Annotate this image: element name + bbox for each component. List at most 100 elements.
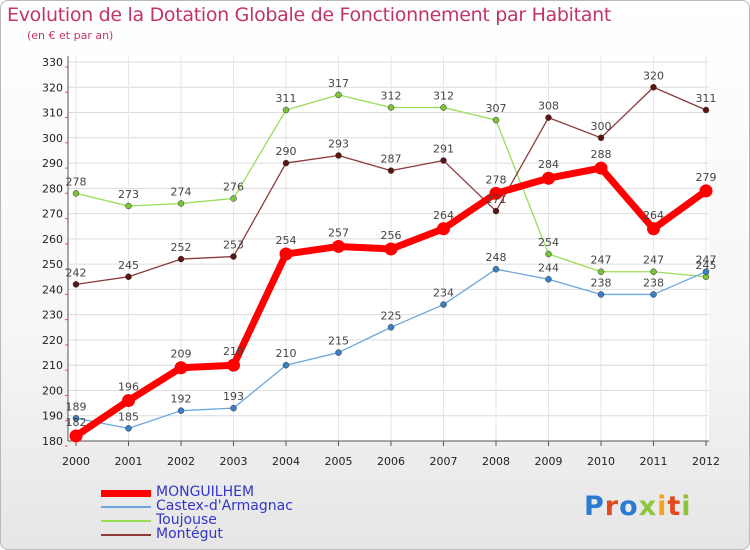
x-tick-label: 2006 xyxy=(377,455,405,468)
y-tick-label: 260 xyxy=(42,233,63,246)
data-label: 209 xyxy=(171,348,192,361)
y-tick-label: 310 xyxy=(42,107,63,120)
data-label: 185 xyxy=(118,410,139,423)
data-label: 247 xyxy=(696,254,717,267)
data-label: 254 xyxy=(276,234,297,247)
x-tick-label: 2003 xyxy=(220,455,248,468)
data-label: 284 xyxy=(538,158,559,171)
legend-swatch xyxy=(101,534,151,536)
data-point xyxy=(72,281,80,288)
y-tick-label: 230 xyxy=(42,309,63,322)
logo-letter: t xyxy=(667,491,682,522)
data-label: 278 xyxy=(66,175,87,188)
logo-letter: i xyxy=(657,491,668,522)
chart-title: Evolution de la Dotation Globale de Fonc… xyxy=(7,4,612,26)
data-point xyxy=(177,255,185,263)
data-label: 245 xyxy=(118,259,139,272)
x-tick-label: 2007 xyxy=(430,455,458,468)
data-label: 182 xyxy=(66,416,87,429)
chart-subtitle: (en € et par an) xyxy=(27,29,114,42)
y-tick-label: 270 xyxy=(42,208,63,221)
data-point xyxy=(282,159,290,167)
data-label: 210 xyxy=(276,347,297,360)
legend-label: Toujouse xyxy=(156,512,217,528)
data-point xyxy=(384,242,398,256)
data-label: 307 xyxy=(486,102,507,115)
data-label: 317 xyxy=(328,77,349,90)
data-label: 252 xyxy=(171,241,192,254)
data-point xyxy=(647,222,660,236)
logo-letter: x xyxy=(638,491,658,522)
data-point xyxy=(440,301,447,308)
data-label: 271 xyxy=(486,193,507,206)
data-label: 257 xyxy=(328,226,349,239)
data-point xyxy=(492,207,500,215)
data-point xyxy=(597,134,605,142)
data-point xyxy=(125,202,132,210)
data-point xyxy=(230,404,237,412)
y-tick-label: 200 xyxy=(42,384,63,397)
data-label: 288 xyxy=(591,148,612,161)
data-point xyxy=(597,291,605,298)
logo-letter: r xyxy=(604,491,620,522)
data-point xyxy=(282,361,290,369)
x-tick-label: 2009 xyxy=(535,455,563,468)
data-label: 279 xyxy=(696,171,717,184)
data-label: 238 xyxy=(591,276,612,289)
data-label: 238 xyxy=(643,276,664,289)
data-label: 264 xyxy=(643,209,664,222)
y-tick-label: 300 xyxy=(42,132,63,145)
data-label: 311 xyxy=(696,92,717,105)
legend-label: Castex-d'Armagnac xyxy=(156,498,293,514)
y-tick-label: 220 xyxy=(42,334,63,347)
data-point xyxy=(594,161,608,175)
data-point xyxy=(440,104,447,111)
data-label: 247 xyxy=(643,254,664,267)
data-point xyxy=(125,425,132,432)
y-tick-label: 320 xyxy=(42,81,63,94)
data-point xyxy=(545,114,552,121)
data-label: 293 xyxy=(328,137,349,150)
data-point xyxy=(227,358,240,372)
x-tick-label: 2010 xyxy=(587,455,615,468)
data-point xyxy=(440,157,447,164)
data-point xyxy=(545,276,552,283)
data-label: 215 xyxy=(328,335,349,348)
data-label: 242 xyxy=(66,266,87,279)
data-point xyxy=(489,186,503,200)
x-tick-label: 2012 xyxy=(692,455,720,468)
data-label: 287 xyxy=(381,153,402,166)
data-point xyxy=(69,429,83,443)
x-tick-label: 2004 xyxy=(272,455,300,468)
data-point xyxy=(279,247,293,261)
data-label: 291 xyxy=(433,143,454,156)
data-label: 196 xyxy=(118,381,139,394)
data-point xyxy=(72,190,80,197)
y-tick-label: 180 xyxy=(42,435,63,448)
legend-swatch xyxy=(101,520,151,522)
data-point xyxy=(492,116,500,124)
data-label: 276 xyxy=(223,180,244,193)
data-label: 290 xyxy=(276,145,297,158)
data-point xyxy=(650,84,657,91)
y-tick-label: 280 xyxy=(42,182,63,195)
data-point xyxy=(282,106,290,114)
data-point xyxy=(650,268,657,275)
data-point xyxy=(125,273,132,281)
data-label: 193 xyxy=(223,390,244,403)
data-point xyxy=(335,349,342,356)
y-tick-label: 190 xyxy=(42,410,63,423)
proxiti-logo: Proxiti xyxy=(584,491,692,522)
x-tick-label: 2000 xyxy=(62,455,90,468)
logo-letter: o xyxy=(619,491,639,522)
data-point xyxy=(122,394,135,408)
data-label: 274 xyxy=(171,185,192,198)
data-label: 308 xyxy=(538,100,559,113)
x-tick-label: 2011 xyxy=(640,455,668,468)
data-label: 278 xyxy=(486,173,507,186)
y-tick-label: 210 xyxy=(42,359,63,372)
data-label: 245 xyxy=(696,259,717,272)
data-label: 254 xyxy=(538,236,559,249)
data-label: 210 xyxy=(223,345,244,358)
x-tick-label: 2001 xyxy=(115,455,143,468)
